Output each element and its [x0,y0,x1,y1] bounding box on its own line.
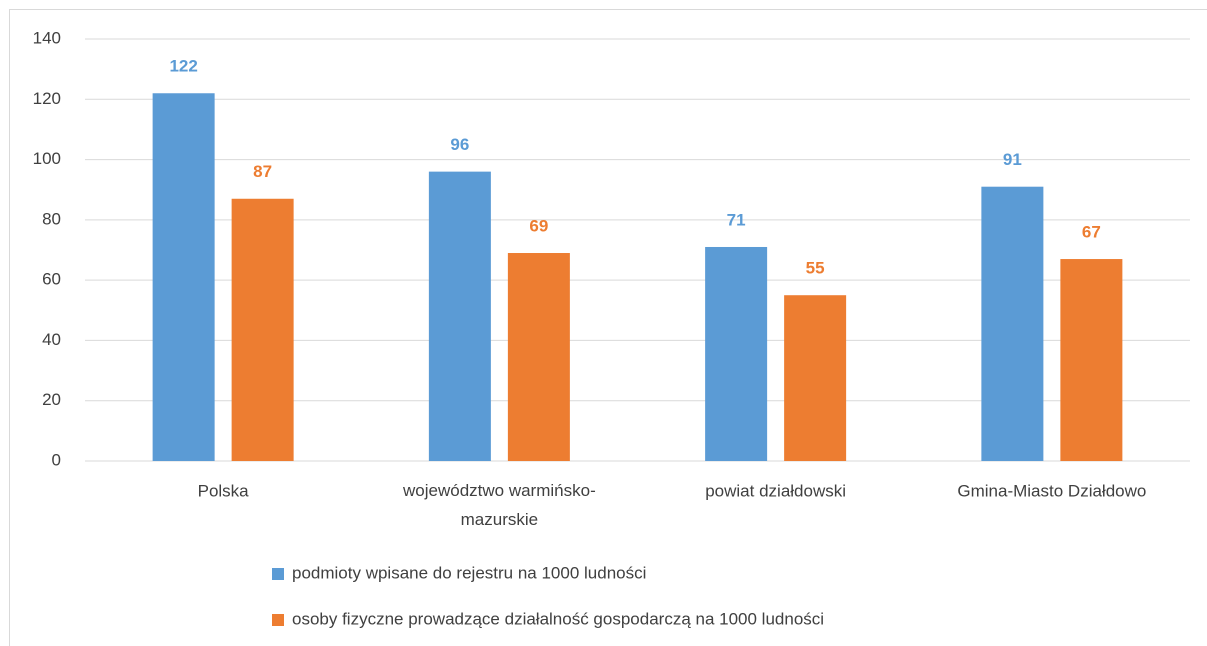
y-tick-label: 120 [33,89,61,108]
data-label: 96 [450,135,469,154]
data-label: 71 [727,210,746,229]
x-tick-label: Gmina-Miasto Działdowo [957,481,1146,500]
data-label: 91 [1003,150,1022,169]
data-label: 69 [529,216,548,235]
legend-swatch [272,568,284,580]
data-label: 67 [1082,223,1101,242]
bar [1060,259,1123,461]
legend-swatch [272,614,284,626]
data-label: 55 [806,259,825,278]
bar [981,186,1044,461]
bar [231,198,294,461]
data-label: 122 [169,57,197,76]
x-tick-label: województwo warmińsko-mazurskie [402,481,596,529]
y-tick-label: 0 [52,450,61,469]
y-tick-label: 140 [33,28,61,47]
bar [152,93,215,461]
y-tick-label: 60 [42,270,61,289]
data-label: 87 [253,162,272,181]
y-tick-label: 20 [42,390,61,409]
legend-label: podmioty wpisane do rejestru na 1000 lud… [292,563,646,582]
legend-label: osoby fizyczne prowadzące działalność go… [292,609,824,628]
y-tick-label: 80 [42,209,61,228]
bar [705,246,768,461]
x-tick-label: powiat działdowski [705,481,846,500]
bar [784,295,847,461]
bar [428,171,491,461]
bar [507,253,570,461]
y-tick-label: 100 [33,149,61,168]
y-tick-label: 40 [42,330,61,349]
x-tick-label: Polska [198,481,250,500]
